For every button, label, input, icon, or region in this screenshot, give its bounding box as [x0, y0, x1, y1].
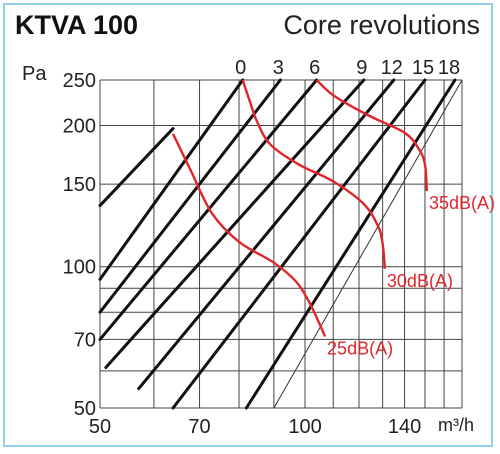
core-revolution-label: 12	[381, 57, 403, 79]
limit-line-group	[273, 79, 463, 409]
core-revolution-line	[98, 127, 175, 208]
x-tick-label: 100	[288, 416, 321, 438]
sound-level-label: 35dB(A)	[429, 193, 495, 213]
core-revolution-line	[98, 78, 282, 314]
sound-curve-30dba	[241, 79, 387, 269]
chart-subtitle: Core revolutions	[283, 10, 480, 40]
x-tick-label: 70	[188, 416, 210, 438]
chart-frame	[3, 3, 493, 447]
core-revolution-lines	[98, 78, 457, 410]
y-tick-label: 70	[74, 329, 96, 351]
sound-level-curves	[171, 79, 429, 338]
sound-curve-35dba	[315, 79, 429, 192]
chart-title: KTVA 100	[15, 10, 139, 40]
x-tick-label: 140	[388, 416, 421, 438]
core-revolution-label: 0	[235, 57, 246, 79]
y-axis-unit: Pa	[22, 63, 47, 85]
sound-curve-25dba	[171, 133, 327, 338]
core-revolution-line	[171, 78, 427, 410]
x-axis-unit: m³/h	[438, 415, 474, 435]
y-tick-label: 150	[63, 174, 96, 196]
chart-labels: 50 70 100 150 200 250 50 70 100 140 Pa m³/h 0 3 6 9 12 15…	[22, 57, 495, 438]
core-revolution-line	[104, 78, 366, 369]
core-revolution-line	[98, 78, 245, 281]
core-revolution-label: 9	[356, 57, 367, 79]
core-revolution-line	[244, 78, 457, 410]
core-revolution-label: 3	[273, 57, 284, 79]
y-tick-label: 250	[63, 70, 96, 92]
sound-level-label: 30dB(A)	[387, 271, 453, 291]
core-revolution-line	[137, 78, 396, 391]
x-tick-label: 50	[89, 416, 111, 438]
limit-line	[273, 79, 463, 409]
core-revolution-label: 15	[412, 57, 434, 79]
y-tick-label: 100	[63, 257, 96, 279]
sound-level-label: 25dB(A)	[327, 339, 393, 359]
core-revolution-label: 6	[309, 57, 320, 79]
core-revolution-label: 18	[438, 57, 460, 79]
y-tick-label: 50	[74, 398, 96, 420]
y-tick-label: 200	[63, 115, 96, 137]
